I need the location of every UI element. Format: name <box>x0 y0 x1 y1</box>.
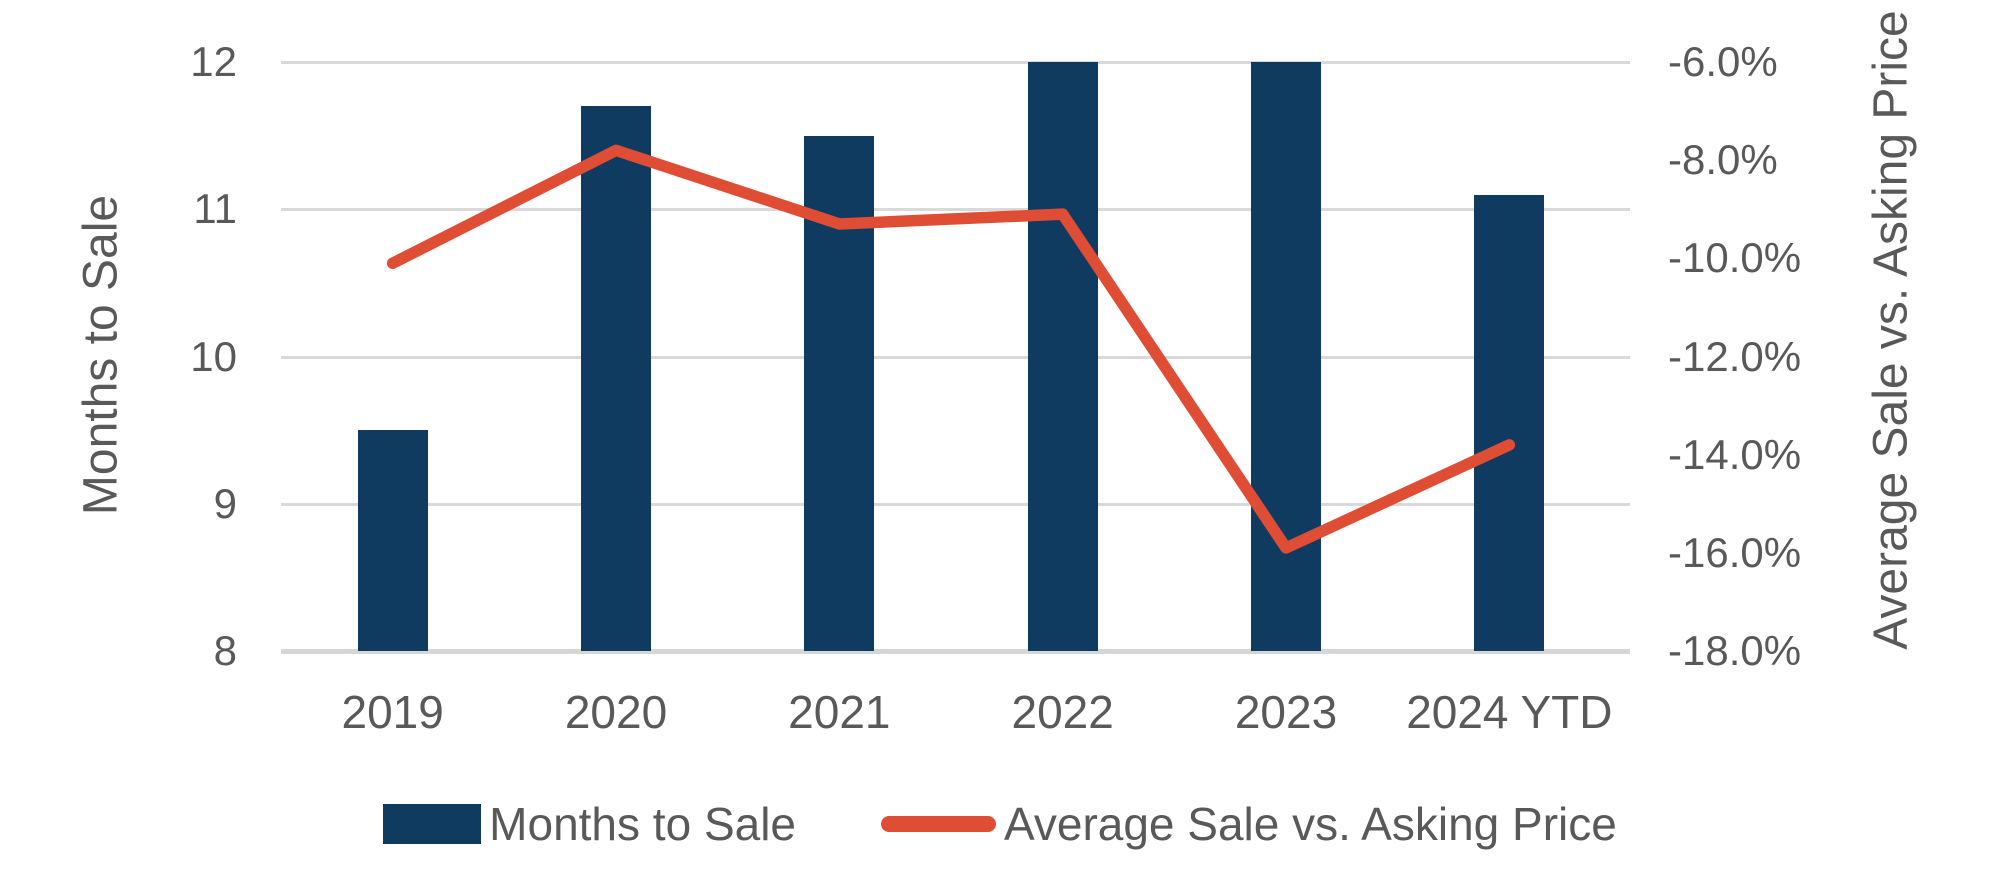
legend-item-line-series: Average Sale vs. Asking Price <box>881 797 1617 851</box>
bar-series-swatch <box>383 804 482 844</box>
bar-2024 YTD <box>1474 194 1545 651</box>
y-tick-right--10.0%: -10.0% <box>1668 234 1802 282</box>
bar-2020 <box>581 106 651 651</box>
x-label-2020: 2020 <box>564 686 668 738</box>
y-tick-left-10: 10 <box>190 332 237 380</box>
gridline <box>281 355 1630 359</box>
x-label-2021: 2021 <box>788 686 891 738</box>
line-series-swatch <box>881 816 997 832</box>
legend-item-bar-series: Months to Sale <box>383 797 796 851</box>
y-tick-right--12.0%: -12.0% <box>1668 332 1802 380</box>
x-label-2019: 2019 <box>341 686 444 738</box>
y-tick-left-9: 9 <box>213 479 237 527</box>
x-axis-line <box>281 649 1630 654</box>
y-tick-left-12: 12 <box>190 38 237 85</box>
x-label-2024 YTD: 2024 YTD <box>1406 686 1613 738</box>
line-series-path <box>386 144 1516 554</box>
x-label-2023: 2023 <box>1234 686 1338 738</box>
legend-label-line-series: Average Sale vs. Asking Price <box>1004 798 1617 850</box>
y-tick-right--16.0%: -16.0% <box>1668 528 1802 576</box>
y-tick-left-11: 11 <box>193 185 237 233</box>
legend-label-bar-series: Months to Sale <box>489 798 797 850</box>
y-tick-right--14.0%: -14.0% <box>1668 430 1802 478</box>
y-tick-right--18.0%: -18.0% <box>1668 627 1802 674</box>
y-tick-right--6.0%: -6.0% <box>1668 38 1778 85</box>
y-tick-left-8: 8 <box>213 627 237 674</box>
gridline <box>281 208 1630 212</box>
bar-2019 <box>357 430 428 651</box>
gridline <box>281 502 1630 506</box>
bar-2022 <box>1027 62 1098 651</box>
legend: Months to Sale Average Sale vs. Asking P… <box>0 788 2000 860</box>
y-tick-right--8.0%: -8.0% <box>1668 136 1778 184</box>
gridline <box>281 61 1630 64</box>
x-label-2022: 2022 <box>1011 686 1114 738</box>
